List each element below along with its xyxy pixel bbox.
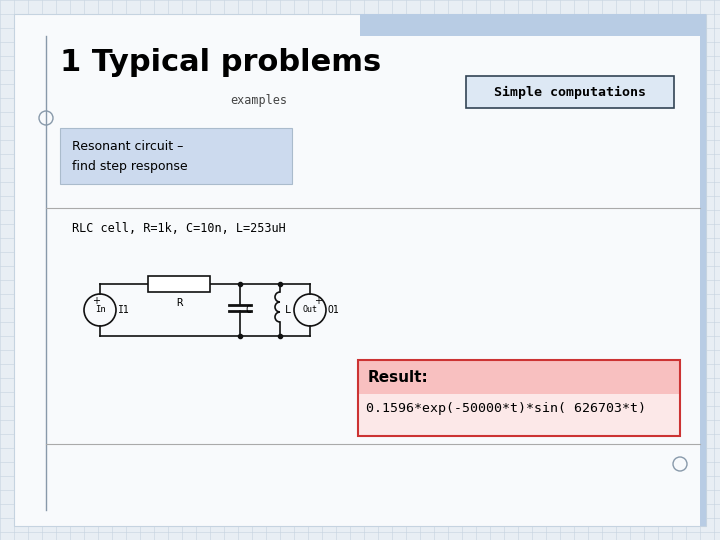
Text: examples: examples <box>230 94 287 107</box>
Text: Result:: Result: <box>368 370 428 385</box>
Text: RLC cell, R=1k, C=10n, L=253uH: RLC cell, R=1k, C=10n, L=253uH <box>72 222 286 235</box>
Bar <box>148 276 210 292</box>
Text: Out: Out <box>302 306 318 314</box>
FancyBboxPatch shape <box>14 14 706 526</box>
Text: Simple computations: Simple computations <box>494 85 646 98</box>
Text: I1: I1 <box>118 305 130 315</box>
Bar <box>700 14 706 526</box>
Text: 1 Typical problems: 1 Typical problems <box>60 48 382 77</box>
Text: +: + <box>314 296 322 306</box>
Text: O1: O1 <box>328 305 340 315</box>
Text: L: L <box>285 305 292 315</box>
FancyBboxPatch shape <box>466 76 674 108</box>
Bar <box>360 14 706 36</box>
Text: 0.1596*exp(-50000*t)*sin( 626703*t): 0.1596*exp(-50000*t)*sin( 626703*t) <box>366 402 646 415</box>
Bar <box>358 394 680 436</box>
Text: R: R <box>176 298 182 308</box>
Bar <box>358 360 680 394</box>
FancyBboxPatch shape <box>60 128 292 184</box>
Text: +: + <box>92 296 100 306</box>
Text: In: In <box>94 306 105 314</box>
Text: C: C <box>245 305 251 315</box>
Text: Resonant circuit –
find step response: Resonant circuit – find step response <box>72 140 188 173</box>
